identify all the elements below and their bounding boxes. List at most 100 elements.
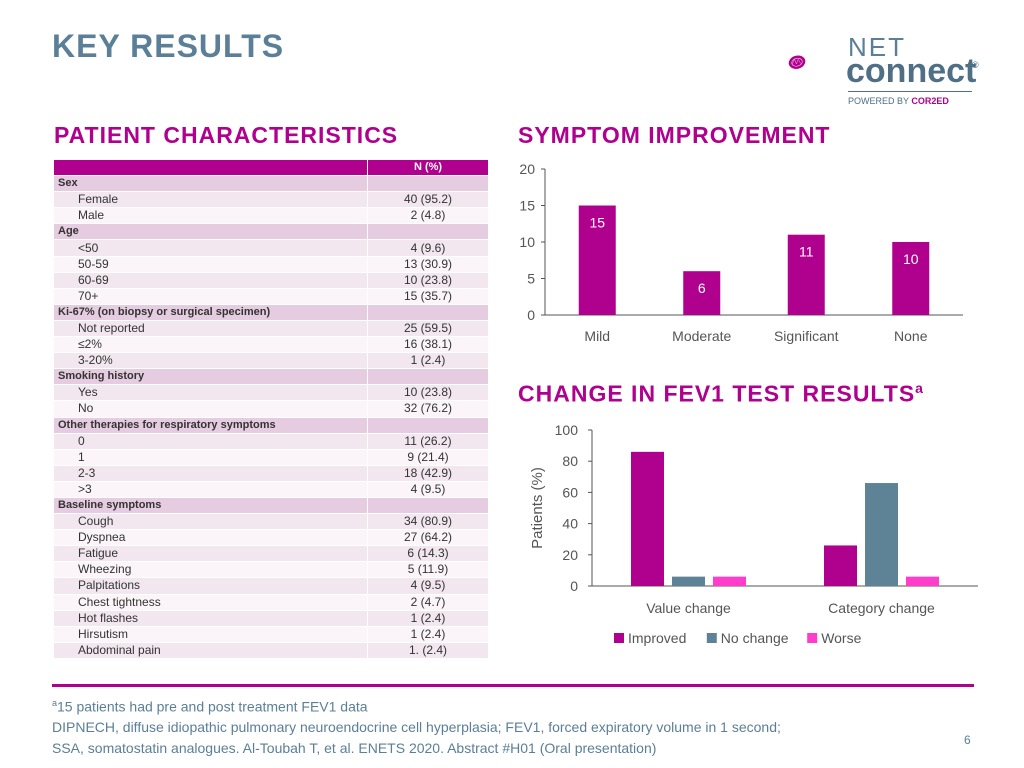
row-value: 13 (30.9): [367, 256, 488, 273]
legend-swatch: [614, 633, 624, 643]
table-row: Dyspnea 27 (64.2): [54, 529, 488, 547]
x-tick-label: Significant: [774, 328, 839, 344]
row-value: 16 (38.1): [367, 336, 488, 354]
row-label: Smoking history: [54, 368, 368, 386]
row-label: No: [54, 400, 368, 418]
row-label: Hot flashes: [54, 610, 368, 627]
footer-divider: [52, 684, 974, 687]
x-tick-label: Category change: [828, 600, 935, 616]
row-label: Not reported: [54, 320, 368, 338]
logo-powered-by: POWERED BY COR2ED: [848, 96, 949, 106]
row-label: 1: [54, 449, 368, 466]
bar-none: [892, 242, 930, 315]
row-label: Baseline symptoms: [54, 497, 368, 515]
table-row: Fatigue 6 (14.3): [54, 545, 488, 563]
y-tick-label: 5: [527, 271, 535, 287]
row-label: Dyspnea: [54, 529, 368, 547]
row-label: Age: [54, 223, 368, 241]
table-row: >3 4 (9.5): [54, 481, 488, 498]
row-value: 1. (2.4): [367, 642, 488, 659]
fev1-heading: CHANGE IN FEV1 TEST RESULTSa: [518, 380, 924, 407]
y-tick-label: 0: [570, 578, 578, 594]
slide-title: KEY RESULTS: [52, 28, 285, 64]
table-category-row: Sex: [54, 175, 488, 193]
y-tick-label: 40: [562, 516, 578, 532]
row-value: 1 (2.4): [367, 610, 488, 627]
row-label: Ki-67% (on biopsy or surgical specimen): [54, 304, 368, 321]
table-row: 70+ 15 (35.7): [54, 288, 488, 305]
row-label: <50: [54, 239, 368, 257]
legend-swatch: [807, 633, 818, 643]
bar-mild: [578, 205, 616, 315]
table-category-row: Ki-67% (on biopsy or surgical specimen): [54, 304, 488, 321]
y-tick-label: 100: [555, 422, 579, 438]
row-label: 3-20%: [54, 352, 368, 370]
table-row: Cough 34 (80.9): [54, 513, 488, 531]
row-value: 4 (9.5): [367, 481, 488, 498]
table-row: Chest tightness 2 (4.7): [54, 594, 488, 611]
row-label: 50-59: [54, 256, 368, 273]
table-row: 60-69 10 (23.8): [54, 272, 488, 289]
table-row: 50-59 13 (30.9): [54, 256, 488, 273]
bar-worse: [713, 576, 746, 586]
row-label: Male: [54, 207, 368, 225]
row-label: Fatigue: [54, 545, 368, 563]
symptom-improvement-heading: SYMPTOM IMPROVEMENT: [518, 122, 831, 148]
row-value: 4 (9.6): [367, 239, 488, 257]
row-value: 10 (23.8): [367, 272, 488, 289]
bar-worse: [906, 576, 939, 586]
data-label: 10: [903, 251, 919, 267]
table-category-row: Smoking history: [54, 368, 488, 386]
row-value: 6 (14.3): [367, 545, 488, 563]
table-row: Hirsutism 1 (2.4): [54, 626, 488, 643]
y-tick-label: 15: [519, 198, 535, 214]
row-value: [367, 417, 488, 434]
logo-registered-mark: ®: [972, 60, 979, 70]
table-row: ≤2% 16 (38.1): [54, 336, 488, 354]
row-value: [367, 497, 488, 515]
table-row: Palpitations 4 (9.5): [54, 577, 488, 595]
legend-label: Worse: [821, 630, 861, 646]
table-row: Yes 10 (23.8): [54, 384, 488, 402]
bar-improved: [824, 545, 857, 586]
bar-no-change: [865, 483, 898, 586]
y-tick-label: 20: [519, 161, 535, 177]
row-value: 2 (4.8): [367, 207, 488, 225]
table-header-label: [54, 160, 368, 177]
table-row: 2-3 18 (42.9): [54, 465, 488, 482]
x-tick-label: Moderate: [672, 328, 731, 344]
table-row: Male 2 (4.8): [54, 207, 488, 225]
symptom-improvement-chart: 0 5 10 15 20 15 Mild 6 Moderate 11 Significant 10 No…: [519, 161, 963, 344]
logo-connect-text: connect: [846, 52, 977, 90]
row-value: 4 (9.5): [367, 577, 488, 595]
row-value: 11 (26.2): [367, 433, 488, 450]
table-row: 0 11 (26.2): [54, 433, 488, 450]
row-value: 1 (2.4): [367, 626, 488, 643]
bar-significant: [787, 234, 825, 315]
row-label: Chest tightness: [54, 594, 368, 611]
row-value: 27 (64.2): [367, 529, 488, 547]
table-header-value: N (%): [367, 160, 488, 177]
row-label: 2-3: [54, 465, 368, 482]
row-label: Hirsutism: [54, 626, 368, 643]
y-tick-label: 10: [519, 234, 535, 250]
row-value: 34 (80.9): [367, 513, 488, 531]
row-value: 10 (23.8): [367, 384, 488, 402]
y-tick-label: 60: [562, 484, 578, 500]
table-header-row: N (%): [54, 160, 488, 177]
row-value: 15 (35.7): [367, 288, 488, 305]
row-value: 9 (21.4): [367, 449, 488, 466]
netconnect-logo: [788, 55, 806, 69]
table-category-row: Baseline symptoms: [54, 497, 488, 515]
bar-no-change: [672, 576, 705, 586]
data-label: 11: [799, 244, 814, 260]
row-value: 5 (11.9): [367, 561, 488, 579]
bar-moderate: [683, 271, 721, 315]
logo-divider: [848, 91, 972, 92]
row-value: 40 (95.2): [367, 191, 488, 209]
footnote-reference: SSA, somatostatin analogues. Al-Toubah T…: [52, 740, 657, 756]
y-tick-label: 0: [527, 307, 535, 323]
footnote-fev1: a15 patients had pre and post treatment …: [52, 698, 368, 715]
row-label: Cough: [54, 513, 368, 531]
